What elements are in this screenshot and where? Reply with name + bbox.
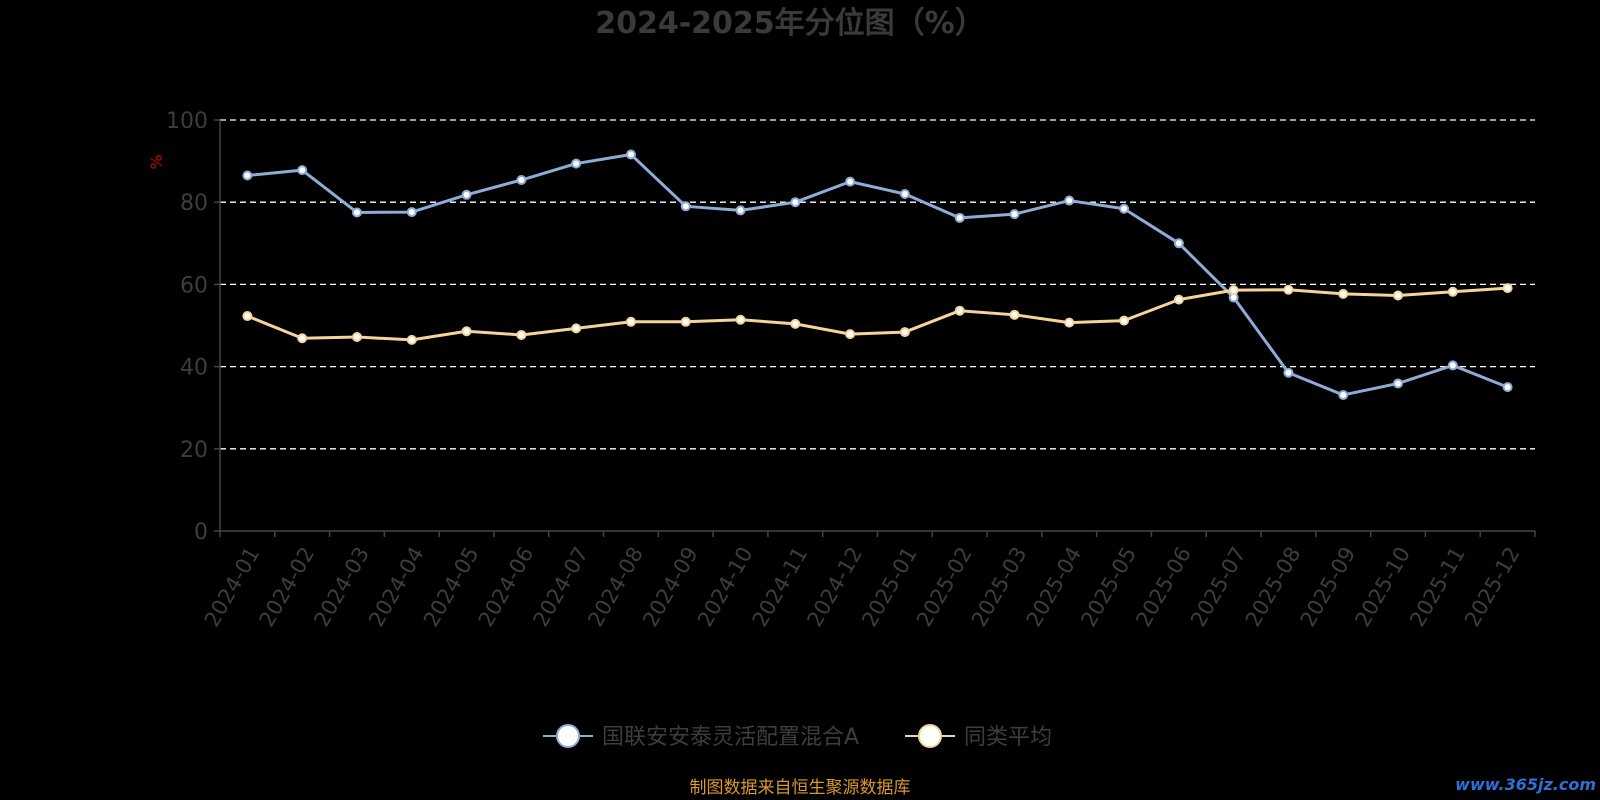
data-point bbox=[625, 149, 636, 160]
data-point bbox=[297, 333, 308, 344]
series-line bbox=[246, 286, 1508, 342]
legend-swatch-marker bbox=[918, 724, 942, 748]
data-point bbox=[680, 201, 691, 212]
data-point bbox=[845, 329, 856, 340]
data-point bbox=[1173, 294, 1184, 305]
data-point bbox=[516, 329, 527, 340]
watermark: www.365jz.com bbox=[1455, 775, 1596, 794]
data-point bbox=[351, 332, 362, 343]
data-point bbox=[954, 305, 965, 316]
legend: 国联安安泰灵活配置混合A 同类平均 bbox=[543, 724, 1052, 750]
data-point bbox=[297, 165, 308, 176]
series-line bbox=[247, 153, 1509, 397]
data-point bbox=[1393, 378, 1404, 389]
data-point bbox=[954, 212, 965, 223]
data-point bbox=[1447, 286, 1458, 297]
x-tick-label: 2025-12 bbox=[1460, 543, 1525, 631]
legend-label: 国联安安泰灵活配置混合A bbox=[602, 725, 859, 750]
data-point bbox=[1064, 317, 1075, 328]
data-point bbox=[406, 207, 417, 218]
y-tick-label: 40 bbox=[180, 356, 208, 381]
data-point bbox=[899, 188, 910, 199]
series-2 bbox=[242, 283, 1513, 345]
y-tick-label: 0 bbox=[194, 520, 208, 545]
data-point bbox=[351, 207, 362, 218]
data-point bbox=[1119, 203, 1130, 214]
data-point bbox=[1283, 284, 1294, 295]
data-point bbox=[516, 175, 527, 186]
data-point bbox=[1393, 290, 1404, 301]
data-point bbox=[1064, 195, 1075, 206]
series-1 bbox=[242, 149, 1513, 400]
data-point bbox=[1338, 288, 1349, 299]
data-point bbox=[1283, 367, 1294, 378]
data-source-note: 制图数据来自恒生聚源数据库 bbox=[690, 778, 911, 798]
data-point bbox=[406, 334, 417, 345]
data-point bbox=[1228, 285, 1239, 296]
data-point bbox=[1009, 209, 1020, 220]
data-point bbox=[625, 316, 636, 327]
data-point bbox=[899, 327, 910, 338]
data-point bbox=[461, 326, 472, 337]
y-tick-label: 60 bbox=[180, 273, 208, 298]
data-point bbox=[680, 316, 691, 327]
data-point bbox=[242, 170, 253, 181]
data-point bbox=[845, 176, 856, 187]
data-point bbox=[242, 311, 253, 322]
data-point bbox=[735, 205, 746, 216]
series-lines bbox=[242, 149, 1513, 400]
y-axis-ticks: 0 20 40 60 80 100 bbox=[166, 109, 220, 545]
legend-item-1: 国联安安泰灵活配置混合A bbox=[543, 724, 859, 750]
data-point bbox=[790, 197, 801, 208]
y-tick-label: 20 bbox=[180, 438, 208, 463]
gridlines bbox=[220, 119, 1535, 450]
data-point bbox=[1009, 309, 1020, 320]
data-point bbox=[735, 314, 746, 325]
data-point bbox=[1338, 389, 1349, 400]
data-point bbox=[461, 189, 472, 200]
legend-item-2: 同类平均 bbox=[905, 724, 1052, 750]
legend-swatch-marker bbox=[556, 724, 580, 748]
data-point bbox=[1502, 382, 1513, 393]
data-point bbox=[1502, 283, 1513, 294]
data-point bbox=[571, 158, 582, 169]
data-point bbox=[1119, 315, 1130, 326]
data-point bbox=[1447, 360, 1458, 371]
axes bbox=[219, 120, 1535, 532]
x-axis-ticks: 2024-012024-022024-032024-042024-052024-… bbox=[200, 531, 1536, 631]
data-point bbox=[790, 318, 801, 329]
data-point bbox=[571, 323, 582, 334]
y-tick-label: 100 bbox=[166, 109, 208, 134]
y-axis-unit-label: % bbox=[147, 154, 166, 169]
data-point bbox=[1173, 238, 1184, 249]
y-tick-label: 80 bbox=[180, 191, 208, 216]
legend-label: 同类平均 bbox=[964, 725, 1052, 750]
chart-title: 2024-2025年分位图（%） bbox=[595, 6, 985, 41]
